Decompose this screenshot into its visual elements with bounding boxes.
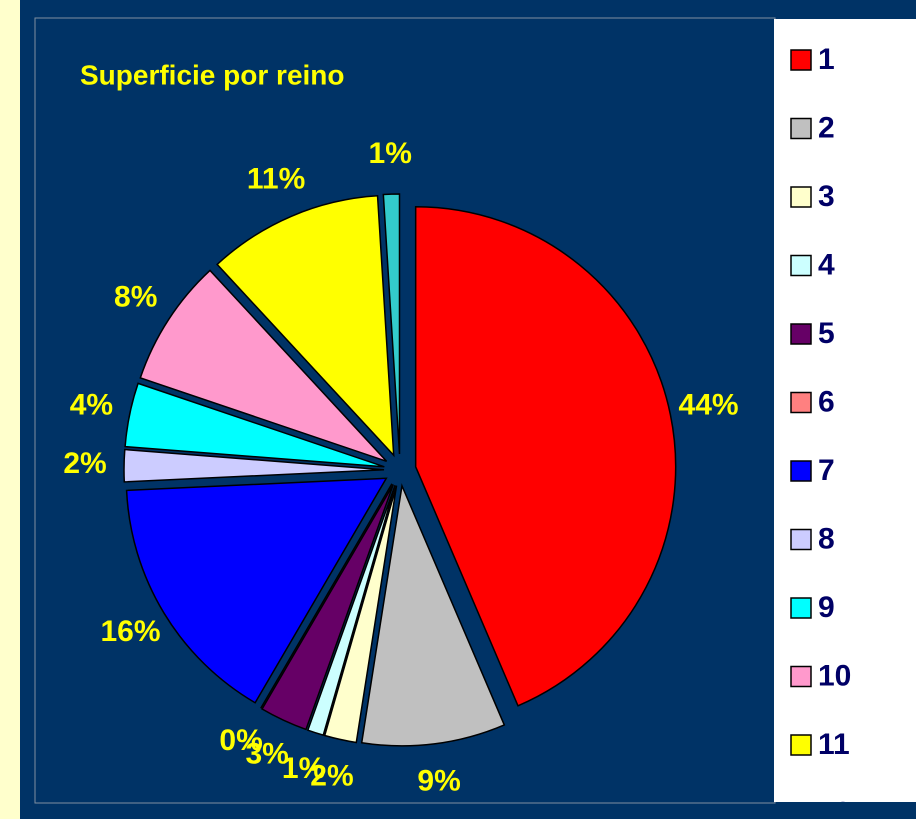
legend-label: 6 bbox=[818, 385, 835, 418]
pie-slice bbox=[261, 484, 394, 731]
data-label: 44% bbox=[679, 389, 739, 422]
data-label: 1% bbox=[282, 752, 325, 785]
legend-swatch bbox=[790, 49, 812, 71]
pie-slice bbox=[216, 194, 395, 458]
legend-swatch bbox=[790, 254, 812, 277]
legend-swatch bbox=[790, 460, 812, 482]
pie-slice bbox=[260, 483, 393, 709]
pie-slice bbox=[124, 382, 385, 468]
legend: 123456789101112 bbox=[790, 43, 851, 819]
legend-swatch bbox=[790, 734, 812, 756]
legend-swatch bbox=[790, 117, 812, 140]
legend-label: 1 bbox=[818, 43, 835, 76]
legend-swatch bbox=[790, 665, 812, 688]
chart-title: Superficie por reino bbox=[80, 59, 345, 90]
legend-swatch bbox=[790, 528, 812, 551]
pie-slice bbox=[123, 448, 385, 483]
legend-swatch bbox=[790, 186, 812, 208]
legend-swatch bbox=[790, 323, 812, 345]
legend-label: 10 bbox=[818, 659, 851, 692]
pie-slice bbox=[414, 206, 677, 707]
data-label: 1% bbox=[369, 137, 412, 170]
pie-slice bbox=[139, 269, 388, 463]
legend-label: 5 bbox=[818, 317, 835, 350]
legend-label: 3 bbox=[818, 180, 835, 213]
legend-swatch bbox=[790, 597, 812, 619]
data-label: 3% bbox=[245, 738, 288, 771]
data-label: 2% bbox=[63, 447, 106, 480]
legend-swatch bbox=[790, 391, 812, 414]
pie-slice bbox=[306, 484, 396, 737]
legend-label: 2 bbox=[818, 111, 835, 144]
pie-slice bbox=[382, 193, 401, 455]
data-label: 0% bbox=[219, 724, 262, 757]
legend-label: 11 bbox=[818, 728, 850, 761]
legend-label: 7 bbox=[818, 454, 835, 487]
legend-label: 4 bbox=[818, 248, 835, 281]
pie-slice bbox=[323, 485, 398, 744]
data-label: 9% bbox=[417, 764, 460, 797]
legend-label: 9 bbox=[818, 591, 835, 624]
pie-slice bbox=[125, 477, 388, 704]
data-label: 8% bbox=[114, 280, 157, 313]
pie-slice bbox=[360, 483, 506, 747]
legend-label: 8 bbox=[818, 522, 835, 555]
legend-label: 12 bbox=[818, 796, 851, 819]
data-label: 11% bbox=[247, 162, 305, 195]
data-label: 16% bbox=[101, 615, 161, 648]
data-label: 4% bbox=[70, 389, 113, 422]
data-label: 2% bbox=[310, 759, 353, 792]
